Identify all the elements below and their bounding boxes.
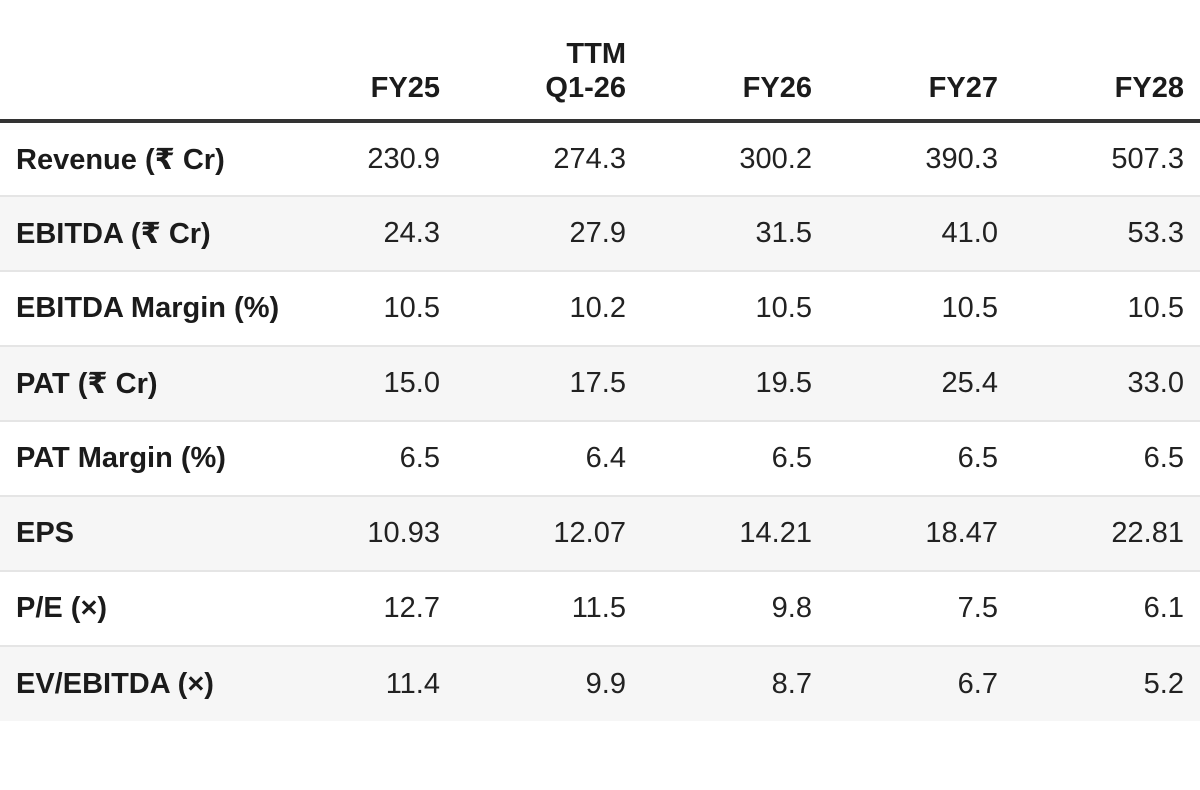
- row-label: PAT Margin (%): [0, 420, 270, 496]
- col-header-label: Q1-26: [545, 72, 626, 104]
- cell-value: 19.5: [642, 345, 828, 421]
- cell-value: 507.3: [1111, 142, 1184, 175]
- col-header-fy28: FY28: [1014, 0, 1200, 123]
- financials-table: FY25 TTM Q1-26 FY26 FY27 FY28 Revenue (₹…: [0, 0, 1200, 721]
- table-row-ebitda-margin: EBITDA Margin (%) 10.5 10.2 10.5 10.5 10…: [0, 270, 1200, 346]
- cell-value: 25.4: [828, 345, 1014, 421]
- cell-value: 31.5: [642, 195, 828, 271]
- col-header-label: FY26: [742, 72, 812, 104]
- cell-value: 12.7: [270, 570, 456, 646]
- cell-value: 17.5: [456, 345, 642, 421]
- cell-value: 11.5: [456, 570, 642, 646]
- cell-value: 11.4: [270, 645, 456, 721]
- row-label: P/E (×): [0, 570, 270, 646]
- row-label: EPS: [0, 495, 270, 571]
- cell-value: 9.9: [456, 645, 642, 721]
- cell-value: 8.7: [642, 645, 828, 721]
- cell-value: 24.3: [270, 195, 456, 271]
- cell-value: 6.1: [1014, 570, 1200, 646]
- cell-value: 18.47: [828, 495, 1014, 571]
- cell-value: 27.9: [456, 195, 642, 271]
- col-header-topline: TTM: [566, 38, 626, 70]
- cell-value: 14.21: [642, 495, 828, 571]
- row-label: Revenue (₹ Cr): [16, 143, 225, 176]
- header-row: FY25 TTM Q1-26 FY26 FY27 FY28: [0, 0, 1200, 123]
- table-body: Revenue (₹ Cr) 230.9 274.3 300.2 390.3 5…: [0, 121, 1200, 721]
- col-header-fy25: FY25: [270, 0, 456, 123]
- cell-value: 7.5: [828, 570, 1014, 646]
- cell-value: 22.81: [1014, 495, 1200, 571]
- cell-value: 41.0: [828, 195, 1014, 271]
- cell-value: 15.0: [270, 345, 456, 421]
- row-label: EV/EBITDA (×): [0, 645, 270, 721]
- cell-value: 10.93: [270, 495, 456, 571]
- col-header-label: FY28: [1114, 72, 1184, 104]
- cell-value: 6.5: [642, 420, 828, 496]
- col-header-ttm-q1-26: TTM Q1-26: [456, 0, 642, 123]
- cell-value: 33.0: [1014, 345, 1200, 421]
- row-label: EBITDA Margin (%): [0, 270, 279, 346]
- cell-value: 230.9: [367, 142, 440, 175]
- cell-value: 10.5: [642, 270, 828, 346]
- cell-value: 53.3: [1014, 195, 1200, 271]
- table-row-ev-ebitda: EV/EBITDA (×) 11.4 9.9 8.7 6.7 5.2: [0, 645, 1200, 721]
- cell-value: 10.5: [270, 270, 456, 346]
- cell-value: 9.8: [642, 570, 828, 646]
- table-row-pat-margin: PAT Margin (%) 6.5 6.4 6.5 6.5 6.5: [0, 420, 1200, 496]
- row-label: PAT (₹ Cr): [0, 345, 270, 421]
- table-row-pe: P/E (×) 12.7 11.5 9.8 7.5 6.1: [0, 570, 1200, 646]
- cell-value: 6.5: [828, 420, 1014, 496]
- table-row-eps: EPS 10.93 12.07 14.21 18.47 22.81: [0, 495, 1200, 571]
- col-header-label: FY25: [370, 72, 440, 104]
- cell-value: 10.2: [456, 270, 642, 346]
- col-header-fy26: FY26: [642, 0, 828, 123]
- table-row-pat: PAT (₹ Cr) 15.0 17.5 19.5 25.4 33.0: [0, 345, 1200, 421]
- cell-value: 6.5: [270, 420, 456, 496]
- table-row-ebitda: EBITDA (₹ Cr) 24.3 27.9 31.5 41.0 53.3: [0, 195, 1200, 271]
- col-header-fy27: FY27: [828, 0, 1014, 123]
- col-header-label: FY27: [928, 72, 998, 104]
- cell-value: 10.5: [828, 270, 1014, 346]
- cell-value: 5.2: [1014, 645, 1200, 721]
- table-row-revenue: Revenue (₹ Cr) 230.9 274.3 300.2 390.3 5…: [0, 121, 1200, 196]
- cell-value: 10.5: [1014, 270, 1200, 346]
- cell-value: 300.2: [739, 142, 812, 175]
- metric-column-header: [0, 0, 270, 123]
- cell-value: 390.3: [925, 142, 998, 175]
- table-header: FY25 TTM Q1-26 FY26 FY27 FY28: [0, 0, 1200, 123]
- cell-value: 274.3: [553, 142, 626, 175]
- cell-value: 6.7: [828, 645, 1014, 721]
- cell-value: 6.5: [1014, 420, 1200, 496]
- row-label: EBITDA (₹ Cr): [0, 195, 270, 271]
- cell-value: 12.07: [456, 495, 642, 571]
- cell-value: 6.4: [456, 420, 642, 496]
